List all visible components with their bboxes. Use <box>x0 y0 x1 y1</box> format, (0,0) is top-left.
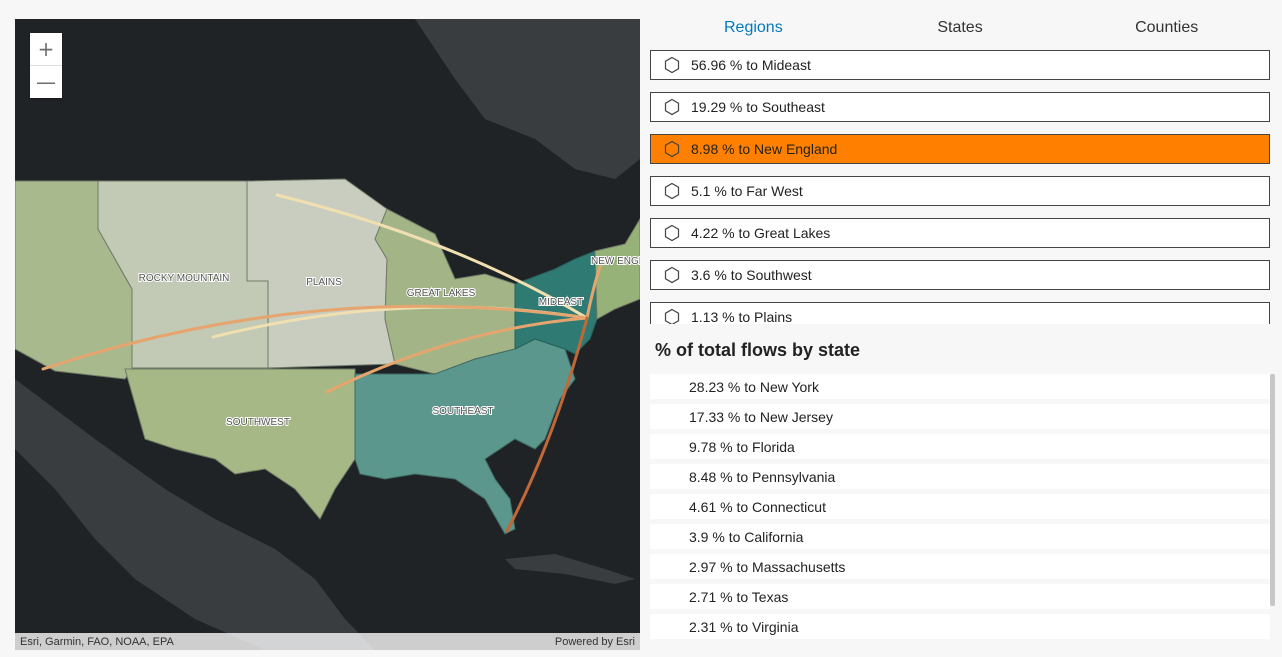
zoom-out-button[interactable]: — <box>30 65 62 98</box>
hexagon-icon <box>663 308 681 324</box>
region-southeast <box>354 338 576 535</box>
hexagon-icon <box>663 140 681 158</box>
region-new-england <box>594 218 640 320</box>
region-item[interactable]: 3.6 % to Southwest <box>650 260 1270 290</box>
label-plains: PLAINS <box>306 277 342 288</box>
states-section-title: % of total flows by state <box>655 340 861 360</box>
map-view[interactable]: ROCKY MOUNTAIN PLAINS GREAT LAKES MIDEAS… <box>15 19 640 650</box>
flow-line <box>325 316 589 394</box>
label-southeast: SOUTHEAST <box>432 406 493 417</box>
region-item[interactable]: 19.29 % to Southeast <box>650 92 1270 122</box>
hexagon-icon <box>663 224 681 242</box>
hexagon-icon <box>663 56 681 74</box>
region-item-label: 3.6 % to Southwest <box>691 267 812 283</box>
hexagon-icon <box>663 266 681 284</box>
state-item[interactable]: 2.71 % to Texas <box>650 584 1270 609</box>
label-rocky-mountain: ROCKY MOUNTAIN <box>139 273 230 284</box>
tab-regions[interactable]: Regions <box>723 19 783 36</box>
state-item[interactable]: 9.78 % to Florida <box>650 434 1270 459</box>
state-item[interactable]: 2.97 % to Massachusetts <box>650 554 1270 579</box>
state-item[interactable]: 3.9 % to California <box>650 524 1270 549</box>
hexagon-icon <box>663 182 681 200</box>
region-item-label: 19.29 % to Southeast <box>691 99 825 115</box>
state-list-scrollbar[interactable] <box>1270 374 1275 606</box>
state-item[interactable]: 28.23 % to New York <box>650 374 1270 399</box>
flow-line <box>41 304 589 371</box>
label-new-england: NEW ENGL <box>591 256 640 267</box>
canada-land <box>15 19 640 179</box>
state-item[interactable]: 2.31 % to Virginia <box>650 614 1270 639</box>
region-item[interactable]: 8.98 % to New England <box>650 134 1270 164</box>
tab-bar: Regions States Counties <box>650 0 1270 50</box>
state-list[interactable]: 28.23 % to New York 17.33 % to New Jersey… <box>650 374 1270 657</box>
state-item[interactable]: 4.61 % to Connecticut <box>650 494 1270 519</box>
great-lakes-water <box>405 194 560 289</box>
region-item[interactable]: 4.22 % to Great Lakes <box>650 218 1270 248</box>
label-southwest: SOUTHWEST <box>226 417 290 428</box>
cuba-land <box>505 554 635 584</box>
flow-line <box>275 193 589 320</box>
flow-lines <box>41 193 603 533</box>
hexagon-icon <box>663 98 681 116</box>
zoom-in-button[interactable]: + <box>37 37 55 61</box>
region-item-label: 8.98 % to New England <box>691 141 838 157</box>
region-item[interactable]: 5.1 % to Far West <box>650 176 1270 206</box>
mexico-land <box>15 379 375 650</box>
state-item[interactable]: 17.33 % to New Jersey <box>650 404 1270 429</box>
region-item-label: 56.96 % to Mideast <box>691 57 811 73</box>
attribution-text: Esri, Garmin, FAO, NOAA, EPA <box>20 635 174 648</box>
region-item-label: 1.13 % to Plains <box>691 309 793 324</box>
results-panel: Regions States Counties 56.96 % to Midea… <box>650 0 1282 657</box>
region-mideast <box>514 250 598 355</box>
region-item[interactable]: 56.96 % to Mideast <box>650 50 1270 80</box>
tab-counties[interactable]: Counties <box>1135 19 1199 36</box>
label-mideast: MIDEAST <box>539 297 583 308</box>
label-great-lakes: GREAT LAKES <box>407 288 476 299</box>
powered-by-esri[interactable]: Powered by Esri <box>554 635 635 648</box>
flow-line <box>505 316 589 533</box>
region-list[interactable]: 56.96 % to Mideast 19.29 % to Southeast 8.… <box>650 50 1270 324</box>
zoom-control: + — <box>30 33 62 98</box>
map-canvas: ROCKY MOUNTAIN PLAINS GREAT LAKES MIDEAS… <box>15 19 640 650</box>
region-item-label: 5.1 % to Far West <box>691 183 803 199</box>
region-item[interactable]: 1.13 % to Plains <box>650 302 1270 324</box>
map-attribution: Esri, Garmin, FAO, NOAA, EPA Powered by … <box>15 633 640 650</box>
region-item-label: 4.22 % to Great Lakes <box>691 225 831 241</box>
tab-states[interactable]: States <box>937 19 983 36</box>
flow-line <box>585 263 603 320</box>
state-item[interactable]: 8.48 % to Pennsylvania <box>650 464 1270 489</box>
